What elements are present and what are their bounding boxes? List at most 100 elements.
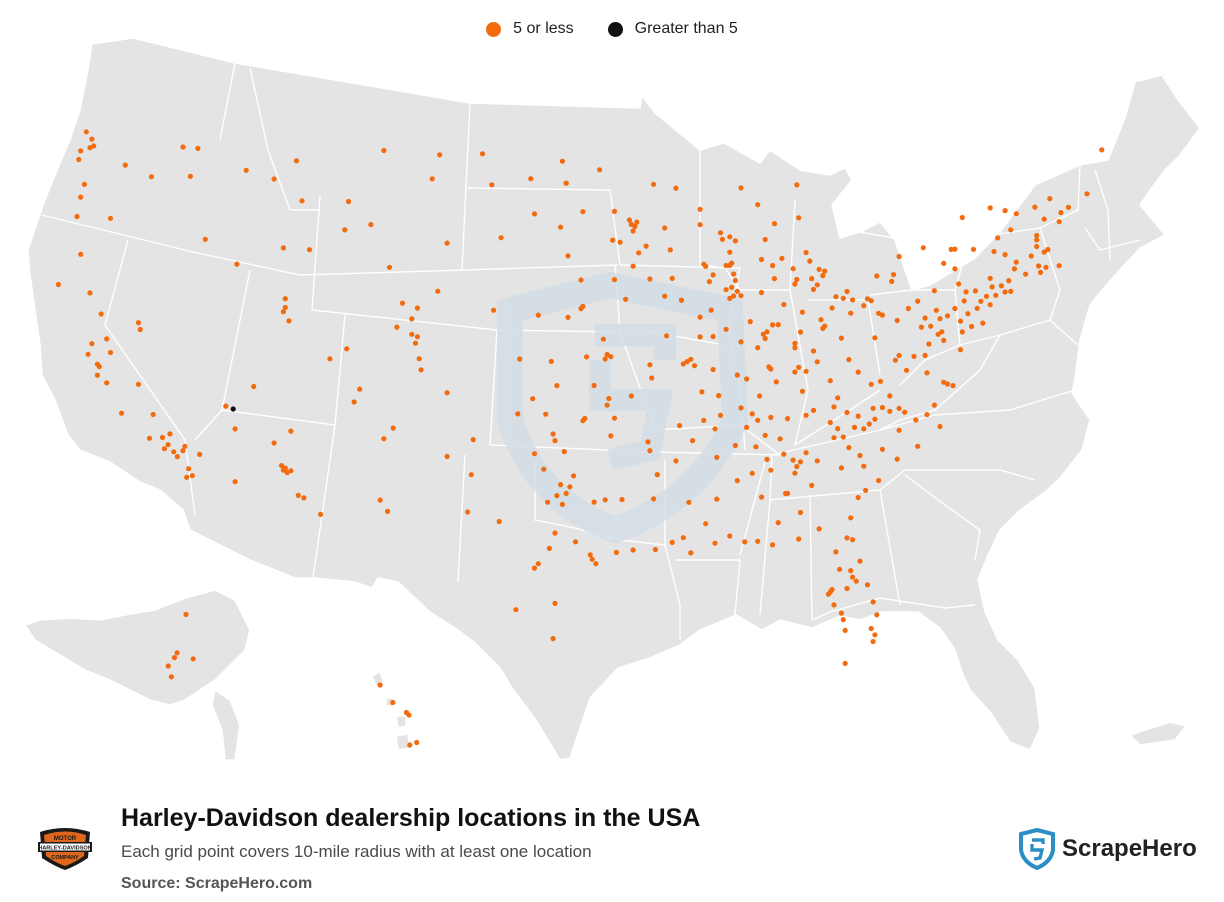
dealership-marker [535, 312, 541, 318]
dealership-marker [531, 565, 538, 571]
dealership-marker [844, 535, 850, 541]
dealership-marker [697, 206, 703, 212]
dealership-marker [697, 334, 703, 340]
dealership-marker [970, 246, 977, 252]
dealership-marker [271, 176, 277, 182]
dealership-marker [837, 566, 843, 572]
dealership-marker [531, 451, 538, 457]
dealership-marker [559, 501, 566, 507]
dealership-marker [667, 247, 673, 253]
dealership-marker [688, 550, 694, 556]
dealership-marker [552, 530, 558, 536]
dealership-marker [135, 381, 141, 387]
dealership-marker [1099, 147, 1105, 153]
dealership-marker [643, 243, 649, 249]
logo-line1: MOTOR [54, 836, 77, 842]
dealership-marker [822, 268, 828, 274]
dealership-marker [78, 148, 84, 154]
dealership-marker [517, 356, 523, 362]
dealership-marker [796, 364, 802, 370]
dealership-marker [327, 356, 333, 362]
dealership-marker [251, 383, 257, 390]
dealership-marker [961, 298, 967, 304]
dealership-marker [98, 311, 104, 317]
dealership-marker [554, 493, 560, 499]
dealership-marker [288, 428, 294, 434]
dealership-marker [180, 448, 186, 454]
dealership-marker [604, 402, 610, 408]
dealership-marker [409, 331, 415, 337]
dealership-marker [781, 301, 787, 308]
dealership-marker [243, 167, 249, 173]
dealership-marker [706, 279, 713, 285]
dealership-marker [857, 452, 863, 459]
dealership-marker [920, 245, 926, 251]
dealership-marker [809, 482, 815, 488]
legend-label-high: Greater than 5 [634, 20, 738, 37]
dealership-marker [686, 499, 692, 505]
dealership-marker [444, 453, 450, 460]
logo-line2: HARLEY-DAVIDSON [38, 846, 92, 852]
dealership-marker [833, 294, 839, 300]
dealership-marker [602, 497, 608, 503]
dealership-marker [944, 313, 951, 319]
dealership-marker [989, 284, 995, 290]
dealership-marker [680, 535, 686, 541]
dealership-marker [814, 458, 820, 464]
dealership-marker [820, 325, 826, 331]
dealership-marker [717, 412, 724, 418]
dealership-marker [280, 309, 286, 315]
dealership-marker [1013, 259, 1019, 265]
dealership-marker [879, 446, 886, 452]
dealership-marker [1041, 249, 1047, 255]
dealership-marker [81, 181, 87, 187]
dealership-marker [1065, 204, 1071, 210]
dealership-marker [610, 237, 616, 243]
dealership-marker [993, 292, 999, 298]
dealership-marker [357, 386, 363, 392]
hawaii-land [371, 670, 411, 751]
dealership-marker [784, 490, 791, 496]
usa-map [23, 37, 1201, 761]
harley-davidson-shield-icon: MOTOR HARLEY-DAVIDSON COMPANY [38, 828, 92, 870]
dealership-marker [918, 324, 925, 330]
dealership-marker [797, 509, 804, 516]
dealership-marker [850, 297, 856, 303]
dealership-marker [749, 411, 755, 417]
dealership-marker [550, 636, 556, 642]
dealership-marker [104, 336, 110, 342]
dealership-marker [623, 296, 629, 302]
dealership-marker [716, 393, 722, 399]
dealership-marker [816, 526, 822, 532]
dealership-marker [844, 288, 850, 295]
dealership-marker [861, 426, 867, 432]
dealership-marker [784, 416, 791, 422]
dealership-marker [771, 276, 778, 282]
dealership-marker [174, 650, 180, 656]
dealership-marker [902, 409, 908, 415]
dealership-marker [554, 383, 560, 389]
dealership-marker [571, 473, 577, 479]
dealership-marker [444, 390, 450, 396]
dealership-marker [368, 222, 374, 228]
dealership-marker [386, 264, 393, 270]
dealership-marker [647, 448, 653, 454]
dealership-marker [855, 413, 861, 419]
dealership-marker [887, 408, 893, 414]
dealership-marker [78, 194, 84, 200]
dealership-marker [928, 323, 934, 329]
dealership-marker [710, 333, 716, 340]
dealership-marker [528, 176, 534, 182]
dealership-marker [816, 266, 822, 272]
dealership-marker [546, 545, 553, 552]
dealership-marker [861, 303, 867, 309]
dealership-marker [678, 297, 685, 303]
dealership-marker [613, 549, 620, 556]
dealership-marker [608, 354, 614, 360]
dealership-marker [987, 302, 993, 308]
dealership-marker [833, 549, 839, 555]
dealership-marker [580, 209, 586, 215]
dealership-marker [924, 412, 930, 418]
dealership-marker [755, 202, 761, 208]
dealership-marker [96, 364, 102, 370]
